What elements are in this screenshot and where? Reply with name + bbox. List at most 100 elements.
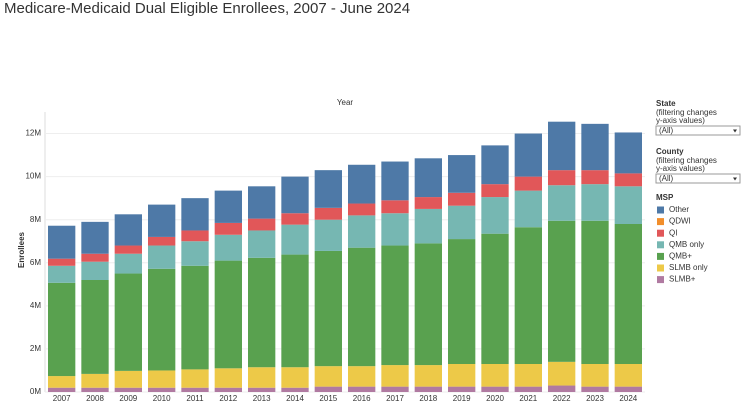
bar-segment xyxy=(348,386,376,392)
legend-label: QMB+ xyxy=(669,252,692,261)
x-tick-label: 2022 xyxy=(553,394,571,402)
bar-segment xyxy=(114,214,142,246)
bar-segment xyxy=(181,230,209,242)
bar-segment xyxy=(81,221,109,254)
bar-segment xyxy=(281,254,309,368)
bar-segment xyxy=(281,224,309,255)
y-axis-title: Enrollees xyxy=(17,231,26,268)
bar-segment xyxy=(114,273,142,371)
bar-segment xyxy=(514,227,542,364)
x-tick-label: 2017 xyxy=(386,394,404,402)
dropdown-value[interactable]: (All) xyxy=(659,174,674,183)
bar-segment xyxy=(248,218,276,231)
bar-segment xyxy=(348,215,376,248)
legend-swatch xyxy=(657,264,664,272)
bar-segment xyxy=(81,253,109,262)
bar-segment xyxy=(448,364,476,387)
y-tick-label: 0M xyxy=(30,387,41,396)
bar-segment xyxy=(114,245,142,254)
legend-label: SLMB+ xyxy=(669,275,696,284)
bar-segment xyxy=(448,386,476,392)
bar-segment xyxy=(514,190,542,228)
bar-segment xyxy=(181,198,209,231)
bar-segment xyxy=(481,145,509,185)
bar-segment xyxy=(481,364,509,387)
bar-segment xyxy=(548,170,576,186)
bar-segment xyxy=(614,364,642,387)
dropdown[interactable] xyxy=(655,125,741,136)
bar-segment xyxy=(548,121,576,171)
bar-segment xyxy=(248,387,276,392)
bar-segment xyxy=(514,364,542,387)
bar-segment xyxy=(614,186,642,224)
x-tick-label: 2008 xyxy=(86,394,104,402)
dropdown-arrow[interactable] xyxy=(733,129,737,133)
bar-segment xyxy=(48,282,76,377)
chart-title: Medicare-Medicaid Dual Eligible Enrollee… xyxy=(4,0,410,17)
x-tick-label: 2018 xyxy=(419,394,437,402)
bar-segment xyxy=(348,366,376,387)
bar-segment xyxy=(181,241,209,266)
bar-segment xyxy=(214,234,242,261)
bar-segment xyxy=(81,387,109,392)
dropdown-arrow[interactable] xyxy=(733,177,737,181)
bar-segment xyxy=(481,233,509,364)
x-tick-label: 2010 xyxy=(153,394,171,402)
bar-segment xyxy=(214,260,242,369)
filter-note: y-axis values) xyxy=(656,116,705,125)
bar-segment xyxy=(414,197,442,209)
bar-segment xyxy=(548,185,576,221)
bar-segment xyxy=(281,367,309,388)
legend-label: QDWI xyxy=(669,217,691,226)
bar-segment xyxy=(214,368,242,388)
x-tick-label: 2020 xyxy=(486,394,504,402)
dropdown[interactable] xyxy=(655,173,741,184)
bar-segment xyxy=(314,170,342,208)
bar-segment xyxy=(48,387,76,392)
legend-swatch xyxy=(657,252,664,260)
bar-segment xyxy=(148,204,176,237)
bar-segment xyxy=(381,213,409,246)
bar-segment xyxy=(581,184,609,221)
bar-segment xyxy=(281,176,309,214)
filter-note: y-axis values) xyxy=(656,164,705,173)
bar-segment xyxy=(281,213,309,225)
bar-segment xyxy=(614,386,642,392)
x-tick-label: 2015 xyxy=(319,394,337,402)
bar-segment xyxy=(581,364,609,387)
legend-label: QMB only xyxy=(669,240,704,249)
bar-segment xyxy=(81,261,109,280)
bar-segment xyxy=(348,164,376,204)
bar-segment xyxy=(448,192,476,206)
bar-segment xyxy=(514,133,542,177)
x-tick-label: 2007 xyxy=(53,394,71,402)
legend-label: QI xyxy=(669,228,677,237)
legend-swatch xyxy=(657,218,664,226)
filter-note: (filtering changes xyxy=(656,156,717,165)
bar-segment xyxy=(114,387,142,392)
bar-segment xyxy=(381,200,409,214)
bar-segment xyxy=(348,203,376,216)
x-tick-label: 2016 xyxy=(353,394,371,402)
bar-segment xyxy=(148,236,176,246)
bar-segment xyxy=(414,365,442,387)
bar-segment xyxy=(148,268,176,371)
bar-segment xyxy=(581,220,609,364)
legend-label: Other xyxy=(669,205,689,214)
bar-segment xyxy=(448,155,476,193)
bar-segment xyxy=(214,387,242,392)
x-tick-label: 2023 xyxy=(586,394,604,402)
bar-segment xyxy=(581,386,609,392)
bar-segment xyxy=(414,243,442,366)
bar-segment xyxy=(548,361,576,386)
legend-label: SLMB only xyxy=(669,263,708,272)
x-tick-label: 2014 xyxy=(286,394,304,402)
y-tick-label: 6M xyxy=(30,258,41,267)
bar-segment xyxy=(581,170,609,185)
bar-segment xyxy=(81,280,109,374)
bar-segment xyxy=(448,239,476,364)
dropdown-value[interactable]: (All) xyxy=(659,126,674,135)
bar-segment xyxy=(48,376,76,388)
bar-segment xyxy=(248,367,276,388)
